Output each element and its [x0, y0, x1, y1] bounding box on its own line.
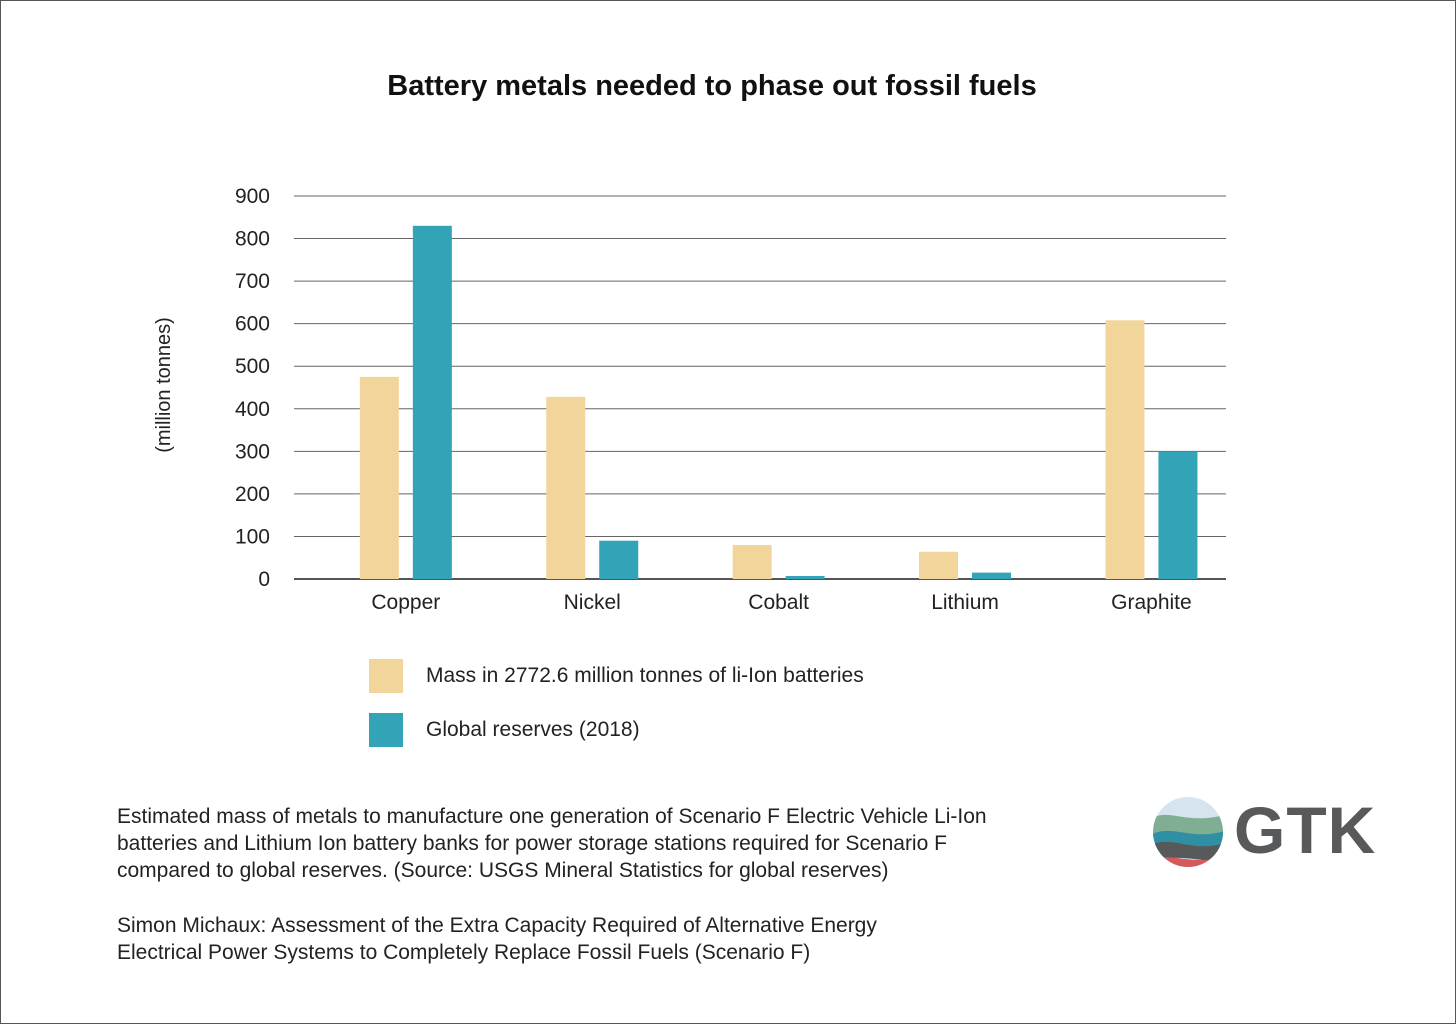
legend-label-mass: Mass in 2772.6 million tonnes of li-Ion … [426, 664, 864, 687]
source-line: Electrical Power Systems to Completely R… [117, 941, 811, 964]
legend-label-reserves: Global reserves (2018) [426, 718, 640, 741]
bar-graphite-reserves [1158, 451, 1198, 579]
caption-line: Estimated mass of metals to manufacture … [117, 805, 987, 828]
gtk-logo: GTK [1152, 793, 1392, 868]
y-axis-ticks: 0 100 200 300 400 500 600 700 800 900 [235, 185, 270, 591]
y-tick-label: 700 [235, 270, 270, 293]
gtk-logo-text: GTK [1234, 793, 1377, 867]
gtk-logo-icon [1153, 797, 1223, 867]
y-axis-label: (million tonnes) [153, 317, 175, 453]
legend-item-reserves: Global reserves (2018) [369, 713, 640, 747]
bar-nickel-mass [546, 396, 586, 579]
bars [359, 225, 1198, 580]
y-tick-label: 600 [235, 313, 270, 336]
source-line: Simon Michaux: Assessment of the Extra C… [117, 914, 877, 937]
x-axis-categories: Copper Nickel Cobalt Lithium Graphite [371, 591, 1191, 614]
chart-title: Battery metals needed to phase out fossi… [387, 70, 1037, 102]
chart-caption: Estimated mass of metals to manufacture … [117, 803, 1117, 884]
y-tick-label: 800 [235, 228, 270, 251]
bar-chart: 0 100 200 300 400 500 600 700 800 900 Copper Nicke… [153, 185, 1226, 614]
legend-swatch-mass [369, 659, 403, 693]
y-tick-label: 100 [235, 525, 270, 548]
caption-line: compared to global reserves. (Source: US… [117, 859, 889, 882]
legend-swatch-reserves [369, 713, 403, 747]
bar-lithium-mass [919, 551, 959, 579]
bar-nickel-reserves [599, 540, 639, 579]
bar-lithium-reserves [972, 572, 1012, 579]
bar-cobalt-reserves [785, 576, 825, 579]
y-tick-label: 0 [258, 568, 270, 591]
bar-copper-mass [359, 376, 399, 579]
category-label-nickel: Nickel [564, 591, 621, 614]
bar-graphite-mass [1105, 320, 1145, 579]
bar-cobalt-mass [732, 544, 772, 579]
category-label-cobalt: Cobalt [748, 591, 809, 614]
category-label-graphite: Graphite [1111, 591, 1192, 614]
bar-copper-reserves [412, 225, 452, 580]
y-tick-label: 500 [235, 355, 270, 378]
y-tick-label: 900 [235, 185, 270, 208]
y-tick-label: 200 [235, 483, 270, 506]
y-tick-label: 400 [235, 398, 270, 421]
y-tick-label: 300 [235, 440, 270, 463]
source-citation: Simon Michaux: Assessment of the Extra C… [117, 912, 1117, 966]
category-label-copper: Copper [371, 591, 440, 614]
legend-item-mass: Mass in 2772.6 million tonnes of li-Ion … [369, 659, 864, 693]
caption-line: batteries and Lithium Ion battery banks … [117, 832, 947, 855]
category-label-lithium: Lithium [931, 591, 999, 614]
